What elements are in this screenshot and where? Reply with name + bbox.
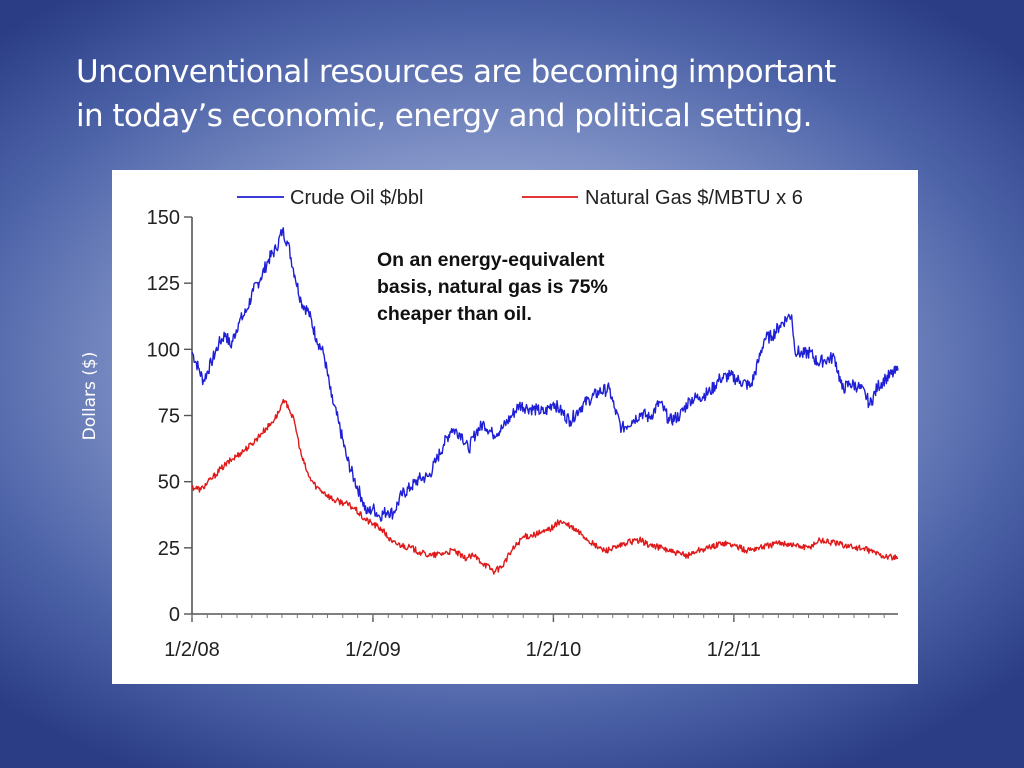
y-tick-label: 75: [158, 406, 180, 428]
line-chart: Crude Oil $/bbl Natural Gas $/MBTU x 6 On…: [147, 187, 899, 661]
slide-title-line-1: Unconventional resources are becoming im…: [76, 54, 836, 90]
slide-title-line-2: in today’s economic, energy and politica…: [76, 98, 812, 134]
annotation-line: basis, natural gas is 75%: [377, 276, 608, 298]
x-tick-label: 1/2/11: [707, 639, 761, 661]
series-line-crude-oil: [191, 227, 899, 522]
x-tick-label: 1/2/10: [526, 639, 582, 661]
series-layer: [191, 227, 899, 575]
axes: 0 25 50 75 100 125 150 1/2/08 1/2/09 1/2/10 1/2/11: [147, 207, 898, 661]
y-tick-label: 125: [147, 273, 180, 295]
slide-title: Unconventional resources are becoming im…: [76, 50, 956, 138]
annotation-line: On an energy-equivalent: [377, 249, 605, 271]
y-tick-label: 100: [147, 339, 180, 361]
legend-label: Crude Oil $/bbl: [290, 187, 423, 209]
y-tick-label: 0: [169, 604, 180, 626]
y-axis-title: Dollars ($): [80, 351, 100, 441]
series-line-natural-gas: [191, 398, 899, 575]
chart-panel: Crude Oil $/bbl Natural Gas $/MBTU x 6 On…: [112, 170, 918, 684]
legend: Crude Oil $/bbl Natural Gas $/MBTU x 6: [237, 187, 803, 209]
y-tick-label: 25: [158, 538, 180, 560]
x-tick-label: 1/2/08: [164, 639, 220, 661]
y-tick-label: 50: [158, 472, 180, 494]
source-line: [285, 675, 288, 685]
annotation-line: cheaper than oil.: [377, 303, 532, 325]
x-tick-label: 1/2/09: [345, 639, 401, 661]
annotation-block: On an energy-equivalent basis, natural ga…: [377, 249, 608, 325]
y-tick-label: 150: [147, 207, 180, 229]
legend-label: Natural Gas $/MBTU x 6: [585, 187, 803, 209]
